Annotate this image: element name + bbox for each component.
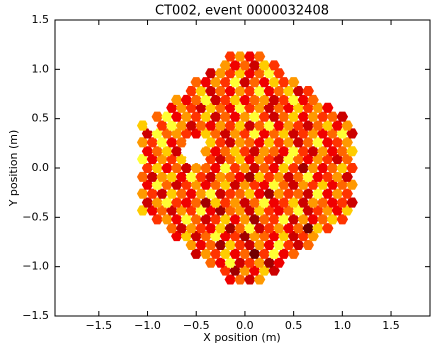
y-tick-label: −1.5 [22, 309, 49, 322]
x-tick-label: 1.0 [334, 319, 352, 332]
page: CT002, event 0000032408 X position (m) Y… [0, 0, 431, 345]
camera-pixel [303, 240, 314, 250]
y-tick-label: 0.0 [32, 161, 50, 174]
x-tick-label: −1.5 [85, 319, 112, 332]
camera-pixel [341, 137, 352, 147]
camera-pixel [341, 189, 352, 199]
chart: CT002, event 0000032408 X position (m) Y… [0, 0, 431, 345]
x-tick-label: 1.5 [382, 319, 400, 332]
camera-pixel [322, 103, 333, 113]
y-tick-label: −1.0 [22, 260, 49, 273]
camera-pixel [254, 51, 265, 61]
camera-pixel [288, 77, 299, 87]
chart-title: CT002, event 0000032408 [155, 4, 329, 19]
x-tick-label: −1.0 [134, 319, 161, 332]
x-tick-label: 0.0 [236, 319, 254, 332]
x-tick-label: −0.5 [183, 319, 210, 332]
camera-pixel [303, 86, 314, 96]
camera-pixel [254, 274, 265, 284]
camera-pixel [322, 223, 333, 233]
y-tick-label: 0.5 [32, 112, 50, 125]
camera-pixel [346, 163, 357, 173]
camera-pixel [337, 112, 348, 122]
x-axis-label: X position (m) [203, 331, 280, 344]
y-tick-label: −0.5 [22, 210, 49, 223]
camera-pixel [288, 249, 299, 259]
y-tick-label: 1.0 [32, 62, 50, 75]
y-axis-label: Y position (m) [7, 130, 20, 208]
x-tick-label: 0.5 [285, 319, 303, 332]
camera-pixel [337, 214, 348, 224]
y-tick-label: 1.5 [32, 13, 50, 26]
